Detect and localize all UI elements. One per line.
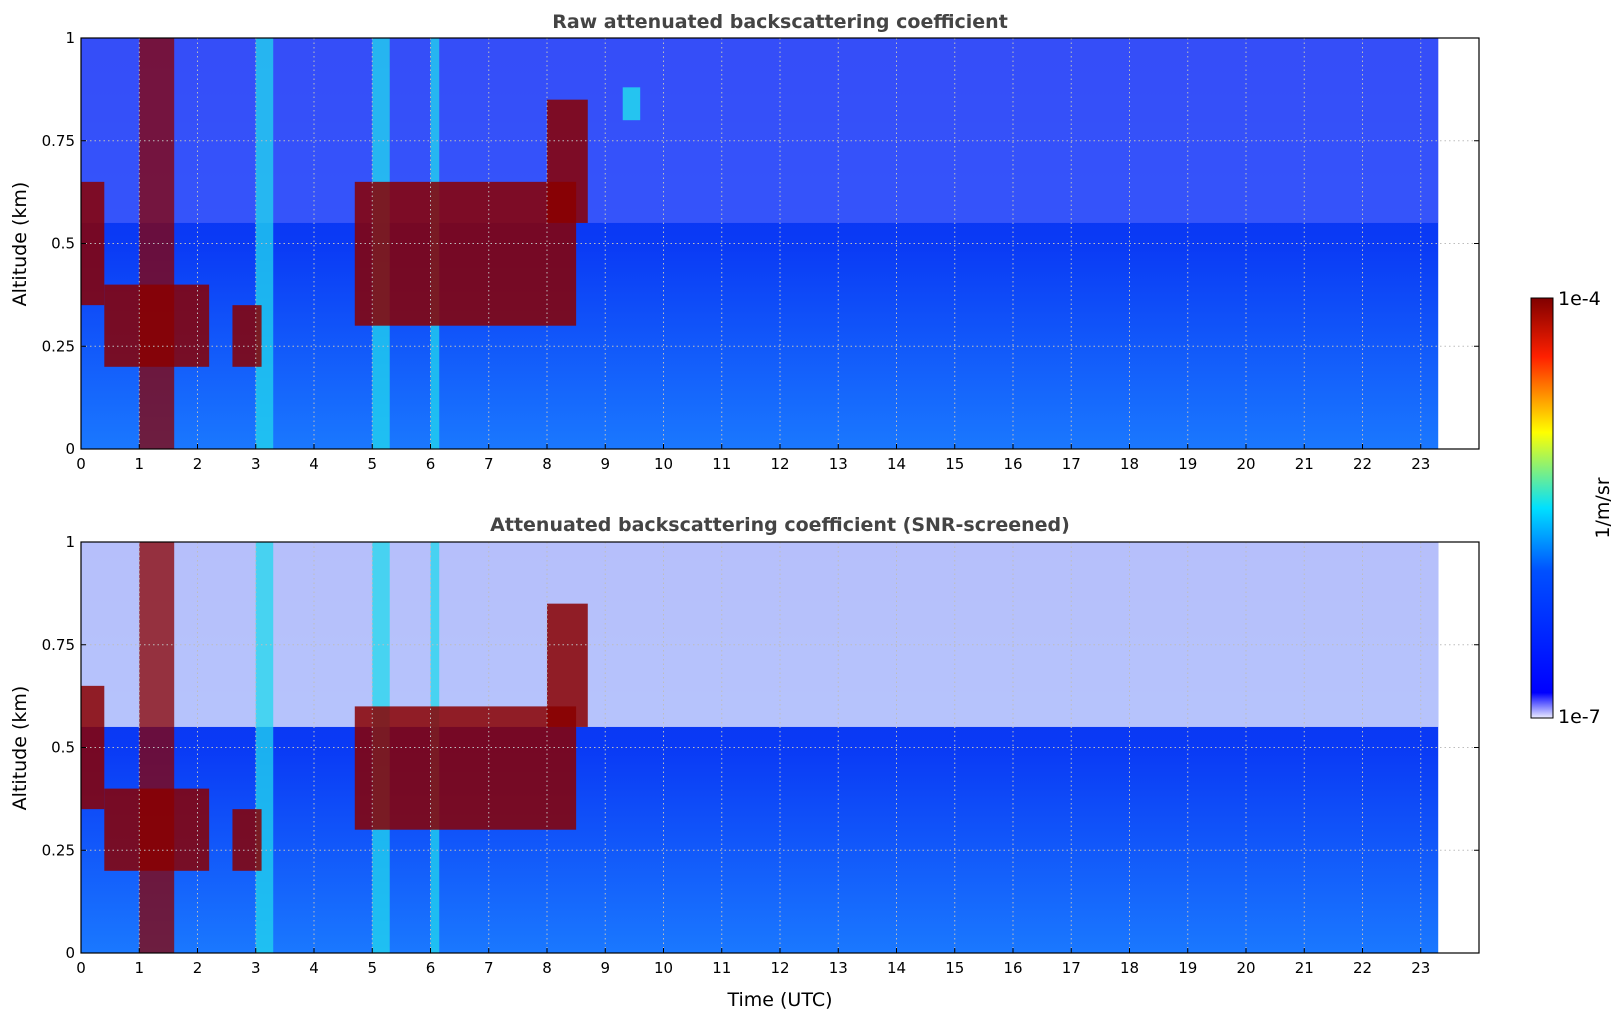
heatmap-noise-region — [81, 542, 1439, 727]
x-tick-label: 19 — [1178, 959, 1197, 977]
x-tick-label: 9 — [600, 455, 610, 473]
x-tick-label: 17 — [1062, 959, 1081, 977]
x-tick-label: 3 — [251, 959, 261, 977]
x-tick-label: 16 — [1003, 959, 1022, 977]
x-tick-label: 19 — [1178, 455, 1197, 473]
x-tick-label: 1 — [134, 455, 144, 473]
y-tick-label: 0.75 — [42, 636, 75, 654]
heatmap-feature — [547, 99, 588, 223]
x-tick-label: 17 — [1062, 455, 1081, 473]
y-tick-label: 0.75 — [42, 132, 75, 150]
x-tick-label: 5 — [367, 959, 377, 977]
snr-screened-panel: Attenuated backscattering coefficient (S… — [9, 514, 1480, 1011]
heatmap-feature — [354, 181, 577, 326]
heatmap-feature — [232, 809, 262, 871]
x-tick-label: 7 — [484, 455, 494, 473]
heatmap-layer — [81, 542, 1439, 953]
x-tick-label: 12 — [770, 959, 789, 977]
x-tick-label: 21 — [1295, 455, 1314, 473]
heatmap-feature — [81, 685, 105, 810]
x-tick-label: 22 — [1353, 959, 1372, 977]
x-tick-label: 4 — [309, 455, 319, 473]
x-tick-label: 6 — [426, 959, 436, 977]
x-tick-label: 18 — [1120, 959, 1139, 977]
panel-title: Attenuated backscattering coefficient (S… — [490, 514, 1070, 536]
x-tick-label: 23 — [1411, 455, 1430, 473]
heatmap-feature — [81, 181, 105, 306]
x-tick-label: 14 — [887, 959, 906, 977]
x-tick-label: 11 — [712, 959, 731, 977]
x-tick-label: 20 — [1236, 959, 1255, 977]
x-tick-label: 6 — [426, 455, 436, 473]
x-tick-labels: 0 1 2 3 4 5 6 7 8 9 10 11 12 13 14 15 16 17 18 19 20 21 22 23 — [76, 948, 1430, 977]
y-tick-labels: 0 0.25 0.5 0.75 1 — [42, 533, 1479, 962]
raw-backscatter-panel: Raw attenuated backscattering coefficien… — [9, 11, 1480, 473]
x-tick-label: 18 — [1120, 455, 1139, 473]
y-axis-label: Altitude (km) — [9, 182, 31, 307]
x-tick-label: 7 — [484, 959, 494, 977]
colorbar-gradient — [1530, 297, 1554, 719]
y-axis-label: Altitude (km) — [9, 686, 31, 811]
x-tick-label: 10 — [654, 455, 673, 473]
x-tick-labels: 0 1 2 3 4 5 6 7 8 9 10 11 12 13 14 15 16 17 18 19 20 21 22 23 — [76, 444, 1430, 473]
x-tick-label: 23 — [1411, 959, 1430, 977]
panel-title: Raw attenuated backscattering coefficien… — [552, 11, 1008, 33]
x-tick-label: 2 — [193, 959, 203, 977]
x-tick-label: 22 — [1353, 455, 1372, 473]
y-tick-label: 0.5 — [51, 235, 75, 253]
x-tick-label: 11 — [712, 455, 731, 473]
gridlines — [80, 37, 1479, 450]
heatmap-layer — [81, 38, 1439, 449]
x-tick-label: 14 — [887, 455, 906, 473]
x-tick-label: 16 — [1003, 455, 1022, 473]
colorbar: 1e-4 1e-7 1/m/sr — [1530, 288, 1614, 728]
x-tick-label: 15 — [945, 455, 964, 473]
x-tick-label: 15 — [945, 959, 964, 977]
x-tick-label: 12 — [770, 455, 789, 473]
heatmap-feature — [547, 603, 588, 727]
y-tick-label: 1 — [65, 533, 75, 551]
heatmap-noise-region — [81, 38, 1439, 223]
x-tick-label: 3 — [251, 455, 261, 473]
y-tick-label: 0.25 — [42, 841, 75, 859]
heatmap-feature — [622, 87, 641, 121]
colorbar-label: 1/m/sr — [1592, 477, 1614, 538]
y-tick-label: 0.5 — [51, 739, 75, 757]
y-tick-labels: 0 0.25 0.5 0.75 1 — [42, 29, 1479, 458]
y-tick-label: 0 — [65, 440, 75, 458]
x-tick-label: 20 — [1236, 455, 1255, 473]
colorbar-min-label: 1e-7 — [1558, 706, 1601, 728]
heatmap-feature — [232, 305, 262, 367]
heatmap-feature — [104, 284, 210, 367]
heatmap-feature — [354, 706, 577, 830]
y-tick-label: 0 — [65, 944, 75, 962]
x-tick-label: 8 — [542, 455, 552, 473]
x-tick-label: 8 — [542, 959, 552, 977]
x-tick-label: 4 — [309, 959, 319, 977]
colorbar-max-label: 1e-4 — [1558, 288, 1601, 310]
x-axis-label: Time (UTC) — [726, 989, 832, 1011]
y-tick-label: 0.25 — [42, 337, 75, 355]
y-tick-label: 1 — [65, 29, 75, 47]
x-tick-label: 2 — [193, 455, 203, 473]
x-tick-label: 0 — [76, 959, 86, 977]
x-tick-label: 9 — [600, 959, 610, 977]
x-tick-label: 13 — [829, 455, 848, 473]
x-tick-label: 10 — [654, 959, 673, 977]
x-tick-label: 13 — [829, 959, 848, 977]
x-tick-label: 5 — [367, 455, 377, 473]
x-tick-label: 21 — [1295, 959, 1314, 977]
heatmap-feature — [104, 788, 210, 871]
x-tick-label: 1 — [134, 959, 144, 977]
x-tick-label: 0 — [76, 455, 86, 473]
